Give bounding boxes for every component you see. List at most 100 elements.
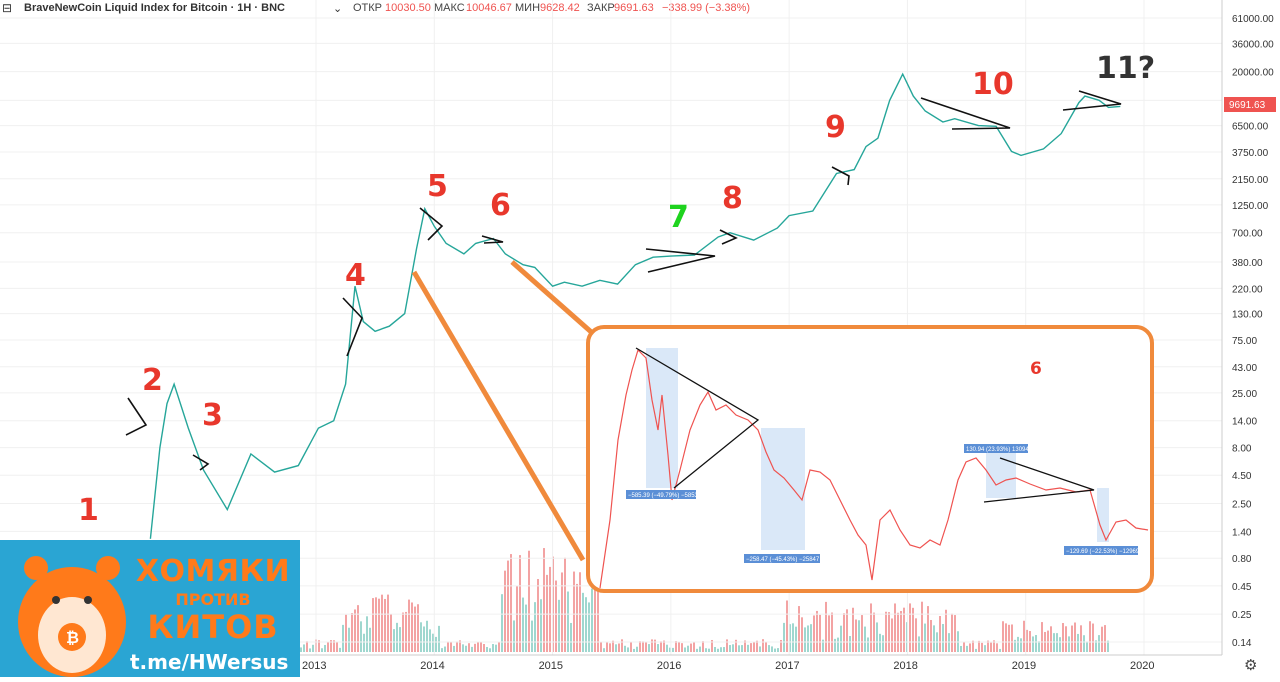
volume-bar [1074,622,1076,652]
volume-bar [501,594,503,652]
volume-bar [795,626,797,652]
volume-bar [930,619,932,652]
volume-bar [636,646,638,652]
volume-bar [306,641,308,652]
volume-bar [453,645,455,652]
volume-bar [885,611,887,652]
chevron-down-icon[interactable]: ⌄ [333,3,343,15]
volume-bar [864,626,866,652]
volume-bar [849,636,851,652]
volume-bar [693,642,695,652]
volume-bar [924,623,926,652]
volume-bar [1035,635,1037,652]
volume-bar [879,633,881,652]
triangle-10 [920,97,1011,130]
time-tick-label: 2017 [775,660,799,672]
volume-bar [405,611,407,652]
symbol-header: ⊟ BraveNewCoin Liquid Index for Bitcoin … [0,0,1222,16]
volume-bar [411,602,413,652]
volume-bar [858,620,860,652]
volume-bar [975,648,977,652]
volume-bar [768,645,770,652]
volume-bar [603,648,605,652]
volume-bar [462,644,464,652]
volume-bar [738,645,740,652]
volume-bar [1071,625,1073,652]
volume-bar [666,644,668,652]
volume-bar [513,620,515,652]
volume-bar [570,622,572,652]
price-tick-label: 20000.00 [1232,68,1274,79]
triangle-11 [1062,90,1122,111]
volume-bar [1050,626,1052,652]
price-tick-label: 0.25 [1232,610,1252,621]
volume-bar [1062,623,1064,652]
volume-bar [846,609,848,652]
chart-select-icon[interactable]: ⊟ [2,1,13,15]
price-tick-label: 380.00 [1232,258,1263,269]
volume-bar [831,612,833,652]
volume-bar [876,622,878,652]
gear-icon[interactable]: ⚙ [1244,657,1258,674]
volume-bar [801,617,803,652]
volume-bar [672,647,674,652]
volume-bar [393,629,395,652]
volume-bar [645,642,647,652]
price-tick-label: 43.00 [1232,363,1257,374]
volume-bar [561,572,563,652]
inset-triangle-2 [983,457,1095,503]
volume-bar [345,614,347,652]
volume-bar [618,643,620,652]
telegram-link[interactable]: t.me/HWersus [130,650,289,674]
promo-banner[interactable]: ₿ ХОМЯКИ ПРОТИВ КИТОВ t.me/HWersus [0,540,300,677]
volume-bar [786,600,788,652]
volume-bar [522,597,524,652]
volume-bar [312,644,314,652]
promo-title-line2: ПРОТИВ [175,590,251,609]
volume-bar [633,648,635,652]
triangle-3 [192,454,210,471]
hamster-logo-icon: ₿ [18,556,126,677]
wave-label: 9 [825,110,846,145]
volume-bar [1095,640,1097,652]
orange-connector-right [510,260,600,340]
volume-bar [888,612,890,652]
volume-bar [963,641,965,652]
volume-bar [426,620,428,652]
price-tick-label: 700.00 [1232,229,1263,240]
volume-bar [861,615,863,652]
volume-bar [456,641,458,652]
volume-bar [558,599,560,652]
triangle-4 [342,297,363,357]
price-tick-label: 1250.00 [1232,201,1269,212]
volume-bar [468,643,470,652]
volume-bar [882,635,884,652]
volume-bar [573,571,575,652]
inset-wave-label: 6 [1030,359,1042,379]
measure-zone-1 [646,348,678,488]
volume-bar [1023,620,1025,652]
volume-bar [1098,635,1100,652]
volume-bar [399,627,401,652]
volume-bar [474,643,476,652]
volume-bar [384,598,386,652]
volume-bar [684,647,686,652]
symbol-name[interactable]: BraveNewCoin Liquid Index for Bitcoin · … [24,2,285,14]
time-tick-label: 2016 [657,660,681,672]
triangle-7 [645,248,716,273]
volume-bar [741,645,743,652]
volume-bar [450,641,452,652]
volume-bar [732,644,734,652]
volume-bar [318,640,320,652]
volume-bar [675,641,677,652]
orange-connector-left [411,270,586,562]
volume-bar [438,625,440,652]
volume-bar [852,607,854,652]
measure-tag-bg [744,554,820,563]
promo-title-line1: ХОМЯКИ [135,554,291,589]
volume-bar [690,643,692,652]
volume-bar [342,624,344,652]
wave-label: 11? [1096,51,1155,86]
volume-bar [1002,621,1004,652]
